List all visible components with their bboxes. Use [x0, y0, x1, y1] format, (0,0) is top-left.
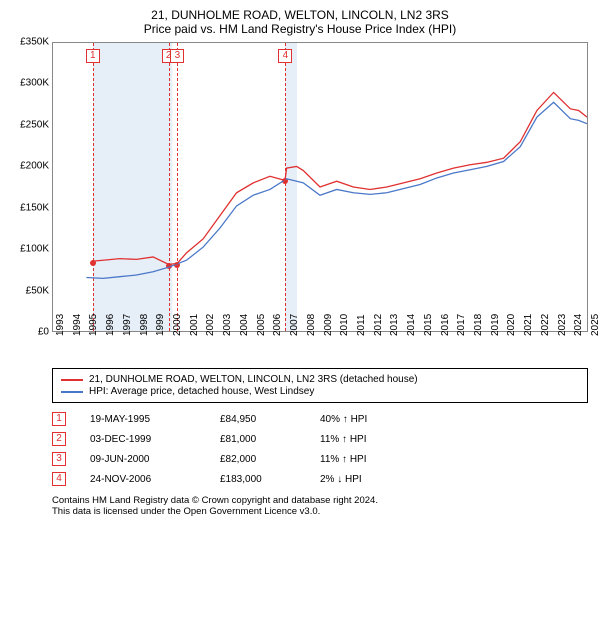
x-tick-label: 2022: [540, 314, 551, 336]
tx-number-box: 3: [52, 452, 66, 466]
table-row: 4 24-NOV-2006£183,0002% ↓ HPI: [52, 469, 588, 489]
x-tick-label: 2011: [356, 314, 367, 336]
x-tick-label: 2021: [523, 314, 534, 336]
tx-date: 24-NOV-2006: [90, 474, 220, 485]
x-tick-label: 2024: [573, 314, 584, 336]
x-axis: 1993199419951996199719981999200020012002…: [52, 332, 588, 362]
tx-date: 09-JUN-2000: [90, 454, 220, 465]
tx-price: £81,000: [220, 434, 320, 445]
legend-swatch: [61, 391, 83, 393]
legend-box: 21, DUNHOLME ROAD, WELTON, LINCOLN, LN2 …: [52, 368, 588, 403]
x-tick-label: 2015: [423, 314, 434, 336]
tx-number-box: 2: [52, 432, 66, 446]
x-tick-label: 1995: [88, 314, 99, 336]
plot-area: 1234: [52, 42, 588, 332]
tx-number-box: 4: [52, 472, 66, 486]
chart-title: 21, DUNHOLME ROAD, WELTON, LINCOLN, LN2 …: [12, 8, 588, 22]
x-tick-label: 2016: [440, 314, 451, 336]
tx-number-box: 1: [52, 412, 66, 426]
x-tick-label: 2013: [389, 314, 400, 336]
table-row: 3 09-JUN-2000£82,00011% ↑ HPI: [52, 449, 588, 469]
y-axis: £0£50K£100K£150K£200K£250K£300K£350K: [12, 42, 52, 332]
x-tick-label: 2007: [289, 314, 300, 336]
chart-container: 21, DUNHOLME ROAD, WELTON, LINCOLN, LN2 …: [0, 0, 600, 620]
x-tick-label: 2023: [557, 314, 568, 336]
tx-date: 03-DEC-1999: [90, 434, 220, 445]
x-tick-label: 1997: [122, 314, 133, 336]
x-tick-label: 1999: [155, 314, 166, 336]
table-row: 2 03-DEC-1999£81,00011% ↑ HPI: [52, 429, 588, 449]
x-tick-label: 1998: [139, 314, 150, 336]
chart-subtitle: Price paid vs. HM Land Registry's House …: [12, 22, 588, 36]
x-tick-label: 1994: [72, 314, 83, 336]
legend-row: 21, DUNHOLME ROAD, WELTON, LINCOLN, LN2 …: [61, 374, 579, 385]
x-tick-label: 2003: [222, 314, 233, 336]
y-tick-label: £100K: [20, 244, 49, 255]
x-tick-label: 2008: [306, 314, 317, 336]
series-blue: [86, 102, 587, 278]
x-tick-label: 2005: [256, 314, 267, 336]
x-tick-label: 2019: [490, 314, 501, 336]
legend-label: HPI: Average price, detached house, West…: [89, 386, 314, 397]
y-tick-label: £0: [38, 327, 49, 338]
x-tick-label: 2004: [239, 314, 250, 336]
tx-pct: 40% ↑ HPI: [320, 414, 420, 425]
x-tick-label: 2025: [590, 314, 600, 336]
series-red: [93, 92, 587, 264]
legend-label: 21, DUNHOLME ROAD, WELTON, LINCOLN, LN2 …: [89, 374, 418, 385]
tx-pct: 11% ↑ HPI: [320, 454, 420, 465]
tx-pct: 2% ↓ HPI: [320, 474, 420, 485]
x-tick-label: 2017: [456, 314, 467, 336]
transaction-table: 1 19-MAY-1995£84,95040% ↑ HPI 2 03-DEC-1999…: [52, 409, 588, 489]
x-tick-label: 2009: [323, 314, 334, 336]
y-tick-label: £200K: [20, 161, 49, 172]
chart-area: £0£50K£100K£150K£200K£250K£300K£350K 123…: [12, 42, 588, 332]
x-tick-label: 2001: [189, 314, 200, 336]
x-tick-label: 1993: [55, 314, 66, 336]
y-tick-label: £150K: [20, 202, 49, 213]
tx-price: £84,950: [220, 414, 320, 425]
legend-swatch: [61, 379, 83, 381]
x-tick-label: 2010: [339, 314, 350, 336]
y-tick-label: £50K: [26, 285, 49, 296]
attribution-line: This data is licensed under the Open Gov…: [52, 506, 588, 517]
x-tick-label: 1996: [105, 314, 116, 336]
x-tick-label: 2014: [406, 314, 417, 336]
y-tick-label: £250K: [20, 119, 49, 130]
attribution-text: Contains HM Land Registry data © Crown c…: [52, 495, 588, 518]
x-tick-label: 2012: [373, 314, 384, 336]
x-tick-label: 2018: [473, 314, 484, 336]
x-tick-label: 2000: [172, 314, 183, 336]
tx-price: £183,000: [220, 474, 320, 485]
tx-price: £82,000: [220, 454, 320, 465]
legend-row: HPI: Average price, detached house, West…: [61, 386, 579, 397]
x-tick-label: 2020: [506, 314, 517, 336]
x-tick-label: 2002: [205, 314, 216, 336]
tx-pct: 11% ↑ HPI: [320, 434, 420, 445]
tx-date: 19-MAY-1995: [90, 414, 220, 425]
y-tick-label: £350K: [20, 37, 49, 48]
attribution-line: Contains HM Land Registry data © Crown c…: [52, 495, 588, 506]
table-row: 1 19-MAY-1995£84,95040% ↑ HPI: [52, 409, 588, 429]
line-series-svg: [53, 43, 587, 331]
x-tick-label: 2006: [272, 314, 283, 336]
y-tick-label: £300K: [20, 78, 49, 89]
